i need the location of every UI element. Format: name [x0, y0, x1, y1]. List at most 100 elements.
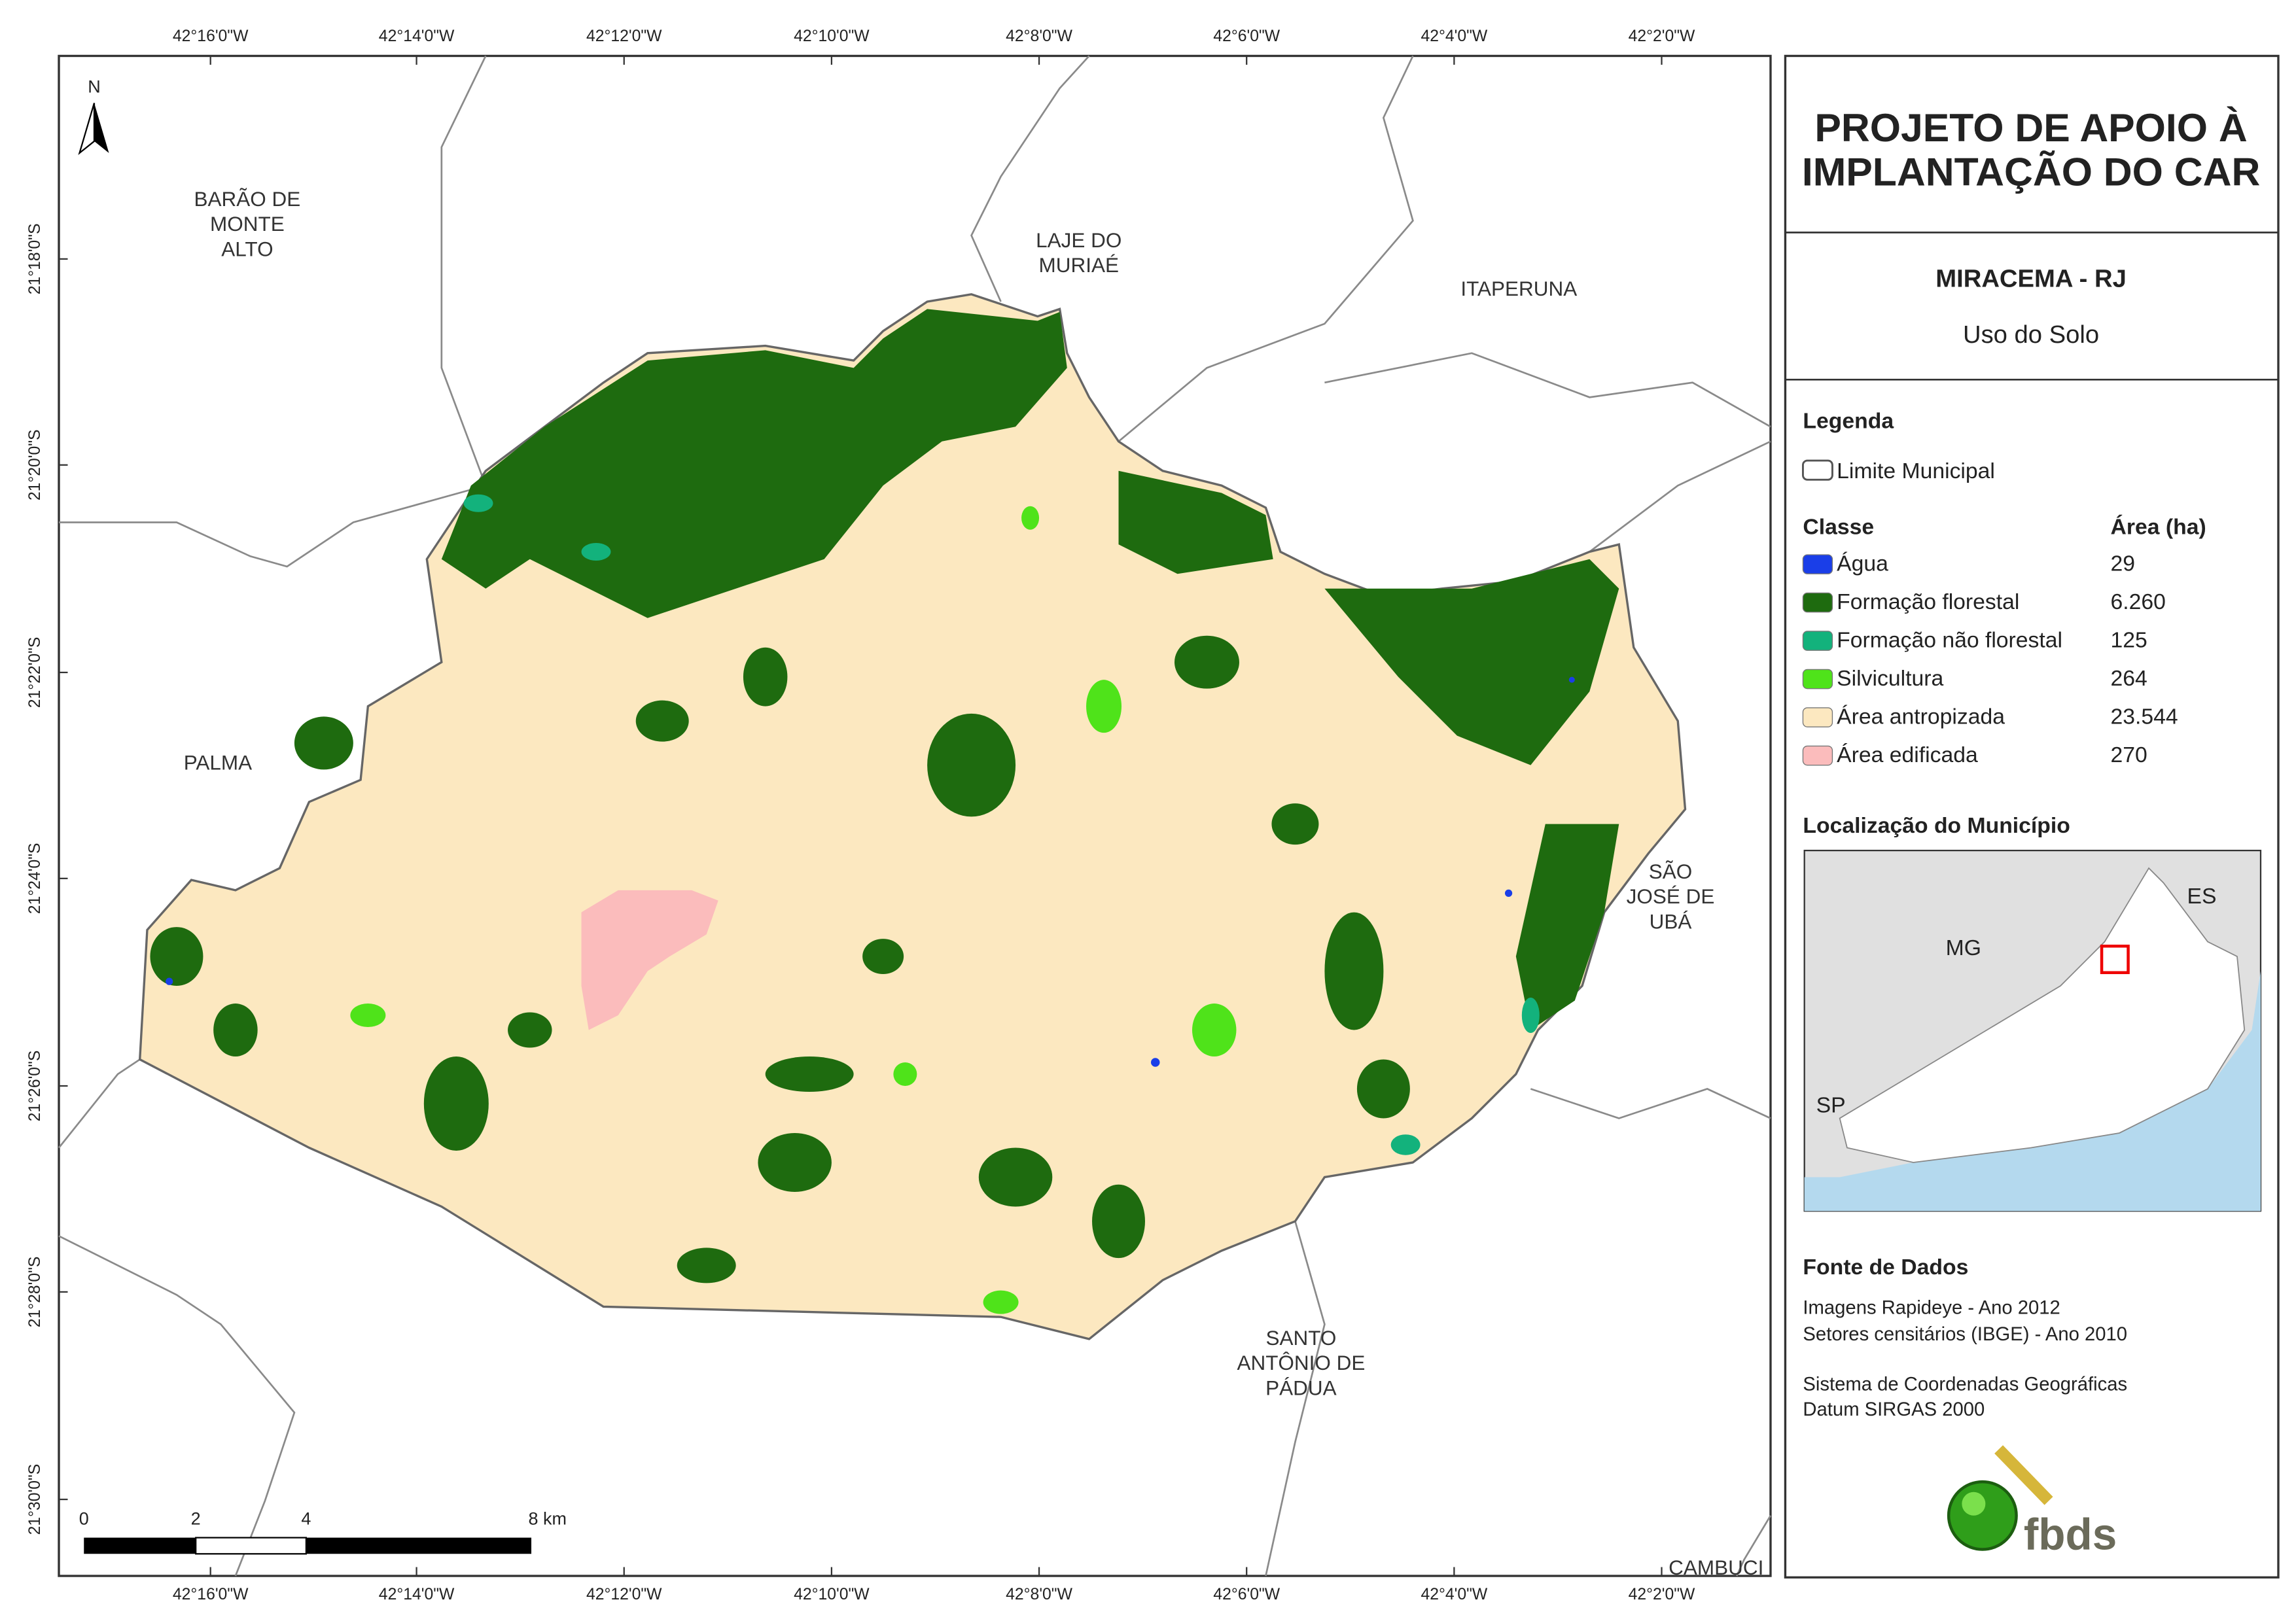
lat-label: 21°18'0"S	[26, 224, 44, 295]
logo-text: fbds	[2024, 1510, 2117, 1560]
class-swatch	[1802, 669, 1833, 689]
lon-label: 42°16'0"W	[173, 27, 249, 45]
lat-label: 21°22'0"S	[26, 637, 44, 708]
place-label: LAJE DO	[1036, 228, 1122, 252]
place-label: PALMA	[184, 750, 252, 774]
panel-frame	[1784, 54, 2280, 1579]
scale-label: 8 km	[529, 1509, 567, 1528]
lon-label: 42°14'0"W	[379, 1586, 455, 1603]
class-swatch	[1802, 631, 1833, 651]
place-label: JOSÉ DE	[1627, 884, 1715, 908]
title-line: IMPLANTAÇÃO DO CAR	[1802, 149, 2260, 194]
scale-label: 4	[301, 1509, 311, 1528]
source-line: Sistema de Coordenadas Geográficas	[1803, 1374, 2127, 1395]
north-arrow-left	[78, 103, 96, 156]
lon-label: 42°12'0"W	[586, 27, 662, 45]
place-label: MURIAÉ	[1039, 253, 1119, 277]
class-name: Silvicultura	[1837, 666, 1943, 691]
class-swatch	[1802, 745, 1833, 766]
class-area: 264	[2111, 666, 2147, 691]
class-header: Classe	[1803, 515, 1874, 540]
locator-title: Localização do Município	[1803, 813, 2070, 838]
logo-circle	[1947, 1480, 2018, 1551]
generated: 42°16'0"W 42°16'0"W 42°14'0"W 42°14'0"W 42°1…	[26, 27, 1764, 1603]
lon-label: 42°2'0"W	[1629, 1586, 1695, 1603]
place-label: ANTÔNIO DE	[1237, 1351, 1365, 1374]
urban-area	[581, 890, 718, 1030]
neighbor-boundaries	[58, 55, 1772, 1577]
locator-label: ES	[2187, 884, 2217, 909]
locator-sea	[1804, 971, 2261, 1212]
scale-segment	[306, 1537, 532, 1554]
class-name: Área antropizada	[1837, 705, 2005, 729]
lat-label: 21°28'0"S	[26, 1257, 44, 1328]
theme: Uso do Solo	[1963, 321, 2099, 349]
lon-label: 42°16'0"W	[173, 1586, 249, 1603]
scale-label: 0	[79, 1509, 89, 1528]
class-name: Formação não florestal	[1837, 628, 2062, 653]
municipality: MIRACEMA - RJ	[1935, 265, 2127, 293]
class-swatch	[1802, 592, 1833, 613]
locator-map	[1803, 849, 2262, 1212]
place-label: CAMBUCI	[1669, 1556, 1763, 1579]
boundary-label: Limite Municipal	[1837, 459, 1995, 483]
source-line: Setores censitários (IBGE) - Ano 2010	[1803, 1324, 2127, 1345]
class-area: 125	[2111, 628, 2147, 653]
lon-label: 42°8'0"W	[1006, 27, 1072, 45]
scale-segment	[195, 1537, 308, 1555]
class-name: Formação florestal	[1837, 589, 2019, 614]
lon-label: 42°10'0"W	[794, 1586, 870, 1603]
forest-patches	[150, 309, 1619, 1283]
logo-bar	[1994, 1445, 2053, 1505]
source-line: Datum SIRGAS 2000	[1803, 1399, 1985, 1420]
locator-rj	[1839, 867, 2246, 1163]
class-area: 6.260	[2111, 589, 2166, 614]
place-label: SÃO	[1649, 860, 1693, 883]
lon-label: 42°10'0"W	[794, 27, 870, 45]
lat-label: 21°20'0"S	[26, 429, 44, 500]
lon-label: 42°8'0"W	[1006, 1586, 1072, 1603]
place-label: ALTO	[221, 237, 273, 260]
scale-segment	[84, 1537, 196, 1554]
class-area: 29	[2111, 551, 2136, 576]
place-label: PÁDUA	[1265, 1376, 1336, 1399]
north-arrow-right	[94, 103, 109, 153]
legend-title: Legenda	[1803, 409, 1894, 434]
lon-label: 42°14'0"W	[379, 27, 455, 45]
lat-label: 21°26'0"S	[26, 1051, 44, 1122]
lat-label: 21°24'0"S	[26, 843, 44, 915]
lat-label: 21°30'0"S	[26, 1464, 44, 1535]
lon-label: 42°4'0"W	[1421, 1586, 1487, 1603]
lon-label: 42°4'0"W	[1421, 27, 1487, 45]
lon-label: 42°6'0"W	[1213, 1586, 1280, 1603]
class-name: Água	[1837, 551, 1888, 576]
boundary-swatch	[1801, 459, 1833, 481]
sources-title: Fonte de Dados	[1803, 1255, 1968, 1280]
scale-label: 2	[191, 1509, 201, 1528]
area-header: Área (ha)	[2111, 515, 2206, 540]
title-line: PROJETO DE APOIO À	[1814, 105, 2247, 150]
water-patches	[166, 676, 1575, 1067]
source-line: Imagens Rapideye - Ano 2012	[1803, 1298, 2060, 1319]
place-label: ITAPERUNA	[1460, 277, 1577, 300]
lon-label: 42°12'0"W	[586, 1586, 662, 1603]
locator-marker	[2100, 945, 2130, 975]
legend-rows: Água 29 Formação florestal 6.260 Formação nã…	[1802, 551, 2178, 767]
class-swatch	[1802, 707, 1833, 727]
lon-label: 42°2'0"W	[1629, 27, 1695, 45]
class-name: Área edificada	[1837, 742, 1978, 767]
silviculture-patches	[350, 506, 1237, 1314]
locator-label: SP	[1816, 1092, 1846, 1117]
place-label: UBÁ	[1650, 909, 1692, 933]
lon-label: 42°6'0"W	[1213, 27, 1280, 45]
north-label: N	[88, 77, 101, 97]
non-forest-patches	[463, 494, 1540, 1155]
place-label: MONTE	[210, 212, 285, 236]
place-label: BARÃO DE	[194, 187, 301, 211]
class-swatch	[1802, 554, 1833, 574]
place-label: SANTO	[1265, 1326, 1336, 1350]
logo-highlight	[1962, 1492, 1986, 1516]
class-area: 23.544	[2111, 705, 2178, 729]
